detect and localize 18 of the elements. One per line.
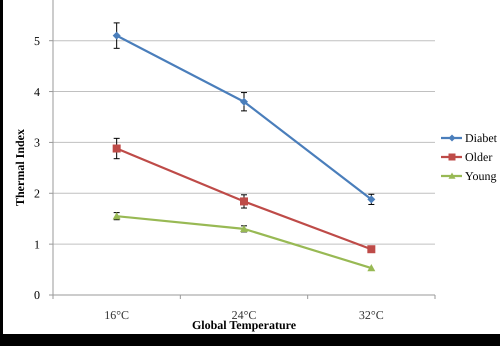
point: [367, 264, 376, 272]
point: [240, 98, 248, 106]
legend-label: Diabet: [465, 131, 498, 146]
y-tick-label: 2: [34, 186, 40, 200]
x-tick-label: 16°C: [104, 308, 130, 322]
y-tick-label: 1: [34, 237, 40, 252]
y-tick-label: 5: [34, 34, 40, 48]
point: [112, 32, 121, 40]
legend-label: Older: [465, 150, 492, 164]
y-tick-label: 0: [34, 288, 40, 302]
x-tick-label: 32°C: [358, 308, 384, 322]
y-tick-label: 3: [34, 136, 40, 150]
point: [240, 197, 248, 206]
y-axis-title: Thermal Index: [13, 128, 27, 206]
y-tick-label: 4: [34, 84, 40, 99]
point: [112, 144, 121, 153]
legend-label: Young: [465, 169, 496, 184]
point: [367, 245, 376, 254]
